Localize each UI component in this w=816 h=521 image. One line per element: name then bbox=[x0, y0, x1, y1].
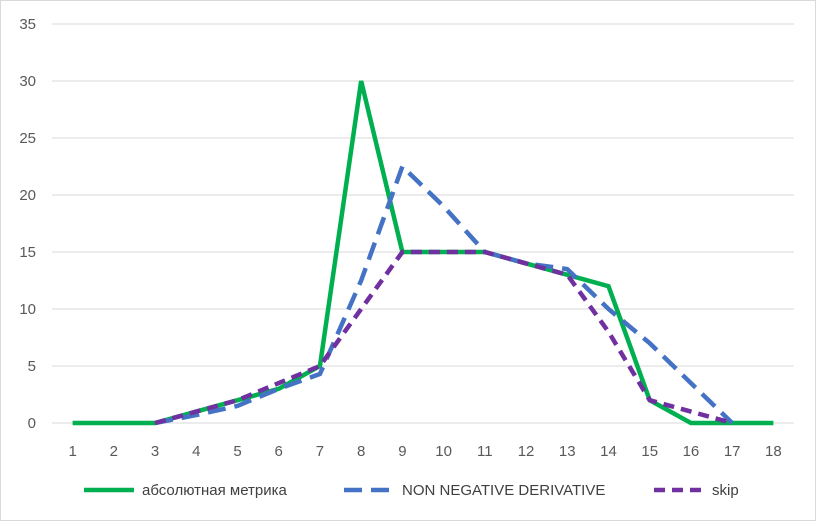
x-tick-label: 16 bbox=[683, 443, 700, 460]
legend-label: skip bbox=[712, 482, 739, 499]
x-tick-label: 7 bbox=[316, 443, 324, 460]
y-tick-label: 30 bbox=[19, 73, 36, 90]
x-tick-label: 2 bbox=[110, 443, 118, 460]
series-line-1 bbox=[72, 80, 774, 426]
y-tick-label: 0 bbox=[28, 415, 36, 432]
x-tick-label: 17 bbox=[724, 443, 741, 460]
y-axis-ticks: 0 5 10 15 20 25 30 35 bbox=[19, 16, 36, 432]
series-lines bbox=[72, 80, 774, 426]
x-tick-label: 4 bbox=[192, 443, 200, 460]
y-tick-label: 25 bbox=[19, 130, 36, 147]
x-tick-label: 3 bbox=[151, 443, 159, 460]
x-tick-label: 8 bbox=[357, 443, 365, 460]
y-tick-label: 15 bbox=[19, 244, 36, 261]
x-tick-label: 12 bbox=[518, 443, 535, 460]
y-tick-label: 35 bbox=[19, 16, 36, 33]
y-tick-label: 10 bbox=[19, 301, 36, 318]
x-tick-label: 15 bbox=[641, 443, 658, 460]
x-tick-label: 11 bbox=[477, 443, 493, 460]
x-tick-label: 18 bbox=[765, 443, 782, 460]
legend: абсолютная метрика NON NEGATIVE DERIVATIV… bbox=[84, 482, 739, 499]
y-tick-label: 5 bbox=[28, 358, 36, 375]
x-tick-label: 6 bbox=[275, 443, 283, 460]
x-tick-label: 10 bbox=[435, 443, 452, 460]
series-line-2 bbox=[154, 162, 734, 426]
x-tick-label: 5 bbox=[233, 443, 241, 460]
x-tick-label: 13 bbox=[559, 443, 576, 460]
gridlines bbox=[52, 23, 794, 367]
x-tick-label: 1 bbox=[68, 443, 76, 460]
legend-label: абсолютная метрика bbox=[142, 482, 288, 499]
x-tick-label: 14 bbox=[600, 443, 617, 460]
series-line-3 bbox=[154, 249, 733, 426]
legend-label: NON NEGATIVE DERIVATIVE bbox=[402, 482, 605, 499]
x-axis-ticks: 1 2 3 4 5 6 7 8 9 10 11 12 13 14 15 16 17 18 bbox=[68, 443, 781, 460]
x-tick-label: 9 bbox=[398, 443, 406, 460]
y-tick-label: 20 bbox=[19, 187, 36, 204]
